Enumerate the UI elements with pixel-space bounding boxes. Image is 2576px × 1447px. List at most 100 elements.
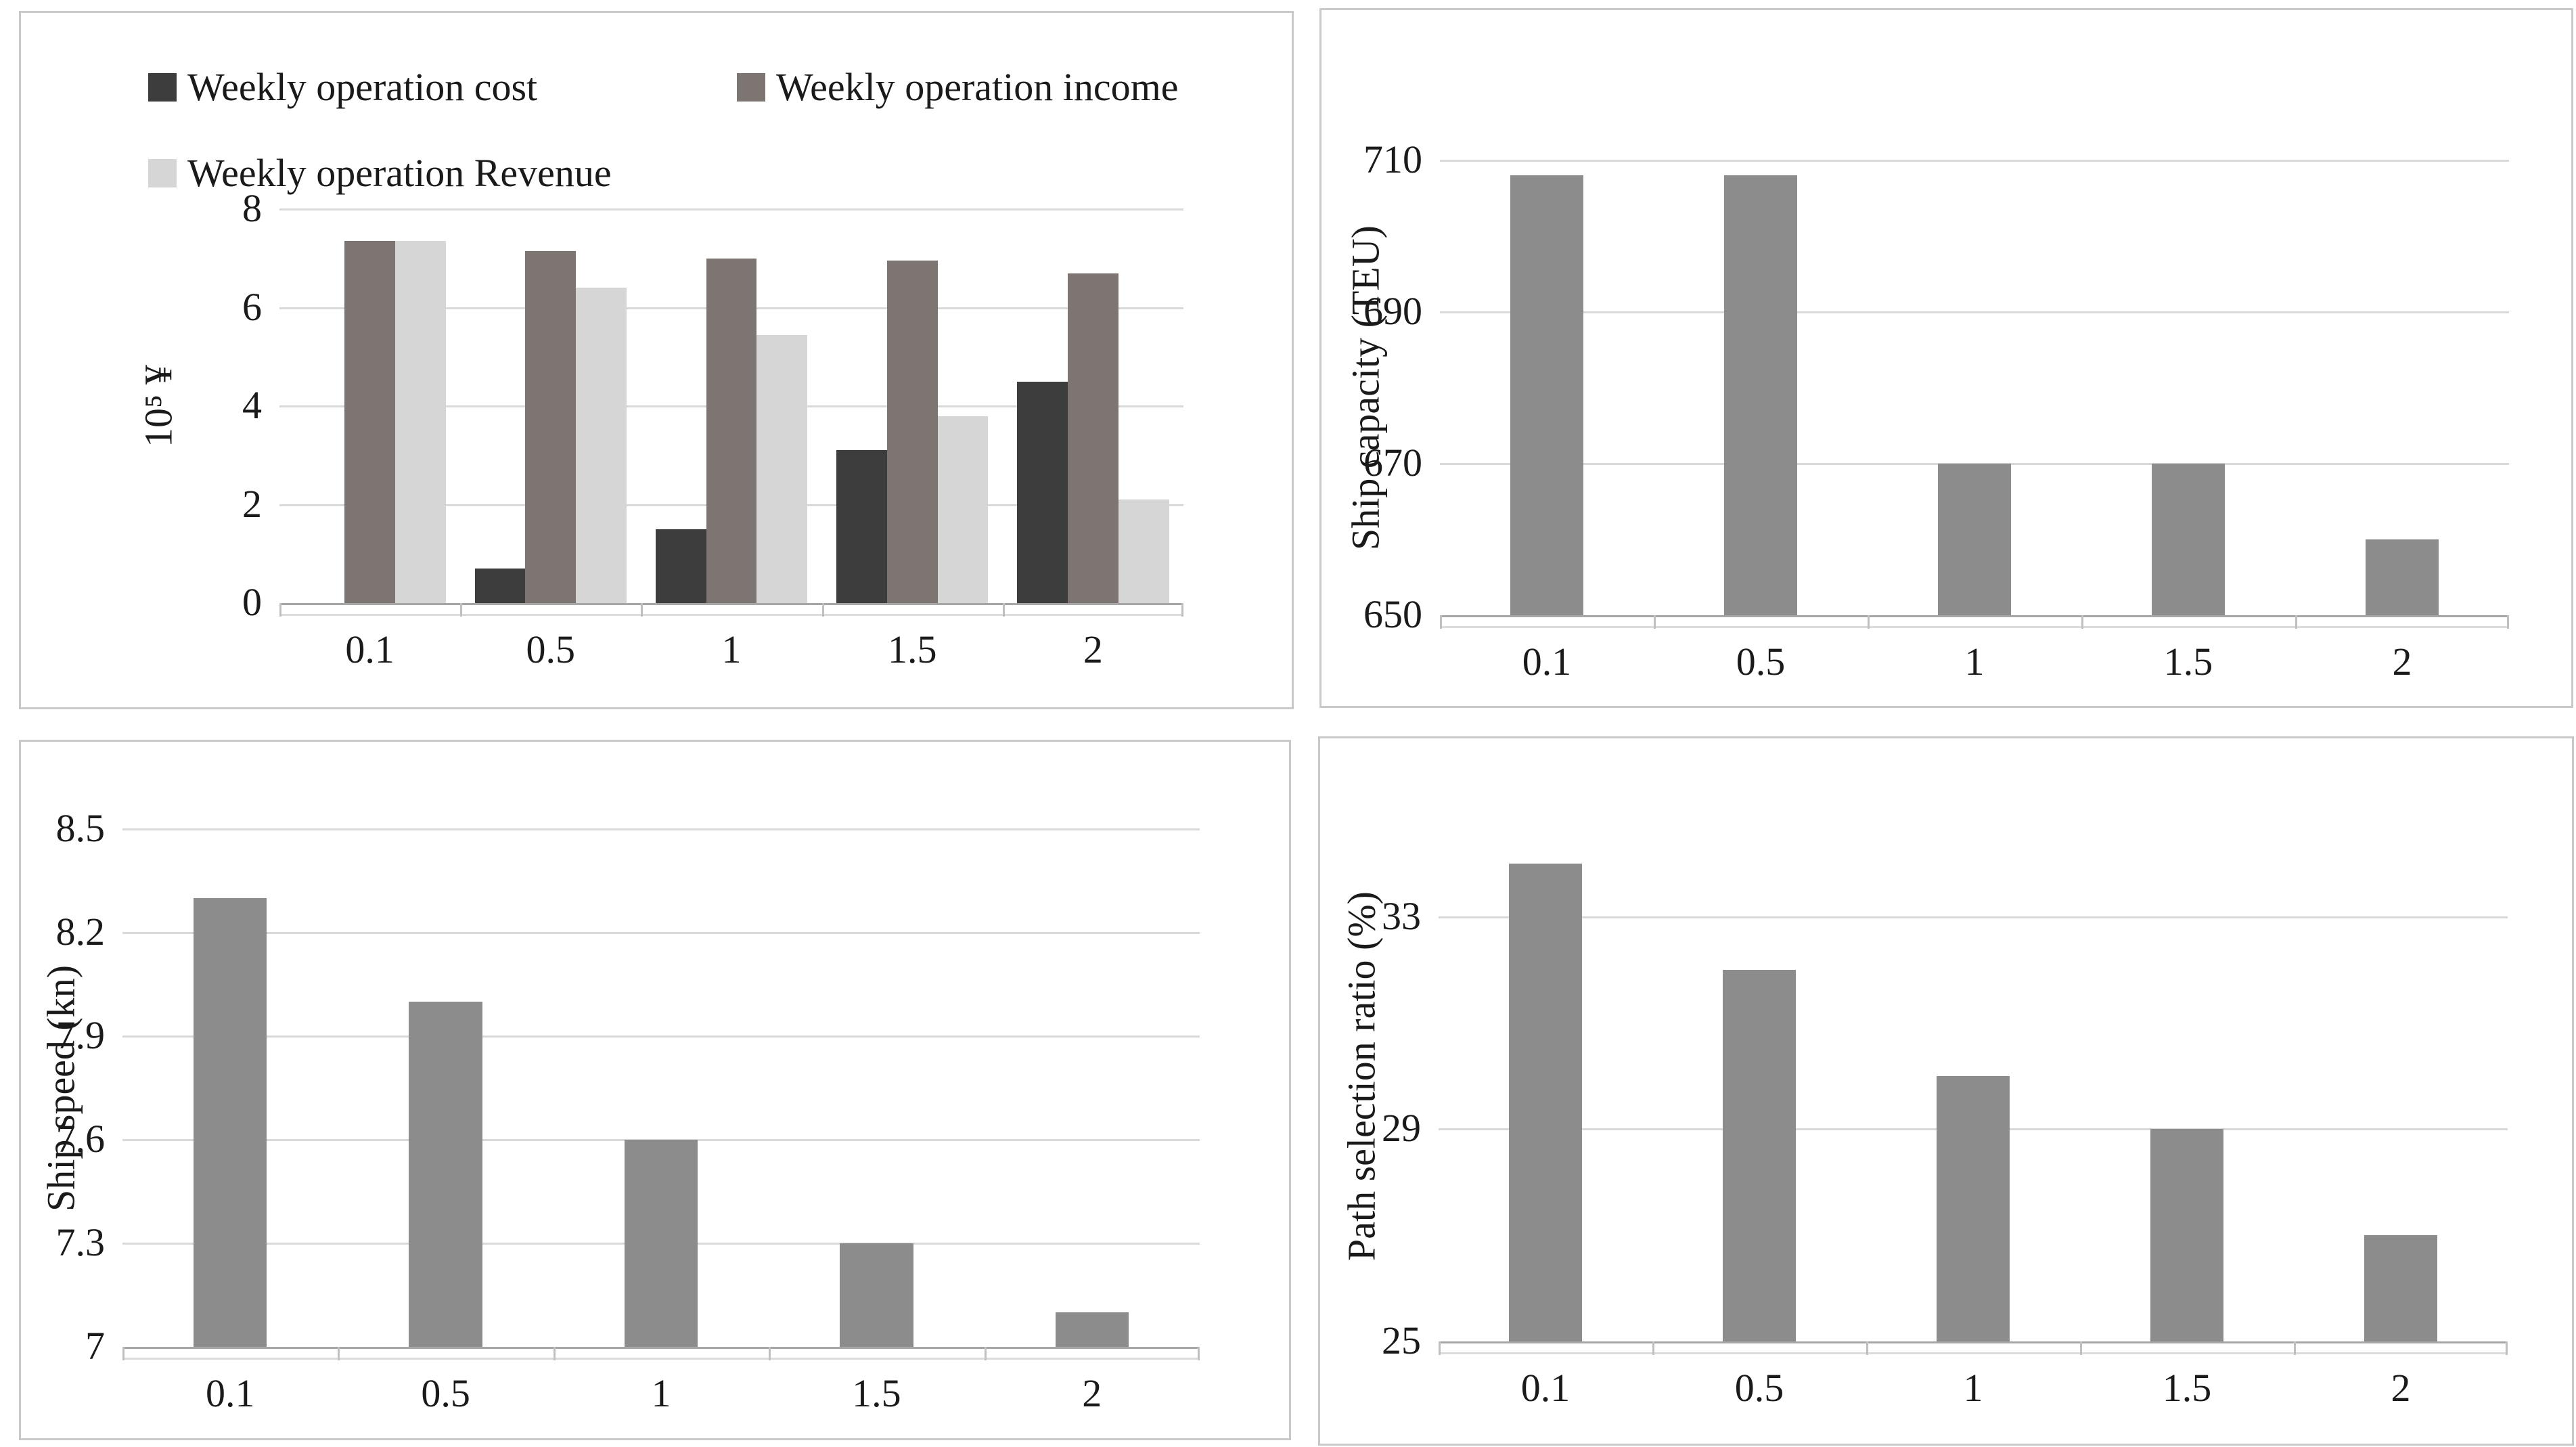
x-tick-label: 1.5 <box>852 1371 901 1415</box>
x-tick-label: 0.1 <box>1522 640 1572 684</box>
legend-item-cost: Weekly operation cost <box>148 66 537 109</box>
bar <box>756 334 808 603</box>
x-axis-tick <box>2081 615 2083 629</box>
x-axis-tick <box>122 1347 125 1360</box>
bar <box>1938 464 2011 615</box>
bar <box>1510 175 1583 615</box>
x-axis-tick <box>1439 1341 1441 1355</box>
legend-swatch-income <box>737 73 765 102</box>
gridline <box>122 828 1200 830</box>
legend-item-income: Weekly operation income <box>737 66 1178 109</box>
panel-weekly-operation: Weekly operation cost Weekly operation i… <box>19 11 1294 709</box>
bar <box>655 529 706 603</box>
x-tick-label: 1 <box>651 1371 671 1415</box>
legend-label-income: Weekly operation income <box>776 65 1179 109</box>
plot-area-ship-speed: 7 7.3 7.6 7.9 8.2 8.5 0.1 0.5 1 1.5 2 <box>56 806 1200 1415</box>
bar <box>937 416 989 603</box>
legend-label-cost: Weekly operation cost <box>187 65 538 109</box>
x-axis-tick <box>1654 615 1656 629</box>
y-tick-label: 650 <box>1363 592 1422 636</box>
bar <box>1723 970 1796 1341</box>
bar <box>576 288 627 603</box>
x-tick-label: 0.1 <box>1520 1366 1571 1410</box>
x-tick-label: 0.1 <box>345 627 394 671</box>
y-tick-label: 33 <box>1382 893 1421 938</box>
plot-area-path-selection: 25 29 33 0.1 0.5 1 1.5 2 <box>1382 811 2508 1410</box>
y-tick-label: 0 <box>242 580 262 624</box>
y-tick-label: 7.3 <box>55 1220 106 1264</box>
x-tick-label: 1.5 <box>2162 1366 2212 1410</box>
legend-swatch-revenue <box>148 159 177 187</box>
x-tick-label: 0.5 <box>421 1371 470 1415</box>
bar <box>624 1140 698 1347</box>
y-axis-title: Path selection ratio (%) <box>1339 891 1384 1261</box>
bar <box>886 261 938 603</box>
x-axis-tick <box>1198 1347 1200 1360</box>
x-axis-band <box>122 1347 1200 1360</box>
bar <box>395 241 446 603</box>
x-axis-tick <box>460 603 463 617</box>
bar <box>1055 1312 1129 1347</box>
y-tick-label: 8 <box>242 186 262 230</box>
gridline <box>1440 311 2509 313</box>
bar <box>1724 175 1797 615</box>
x-axis-tick <box>2506 1341 2508 1355</box>
bar <box>1118 499 1169 603</box>
bar <box>344 241 395 603</box>
x-axis-tick <box>1866 1341 1868 1355</box>
x-tick-label: 2 <box>2391 1366 2411 1410</box>
gridline <box>279 208 1183 210</box>
y-tick-label: 710 <box>1363 137 1422 181</box>
bar <box>2152 464 2225 615</box>
y-tick-label: 6 <box>242 284 262 329</box>
x-axis-tick <box>821 603 824 617</box>
x-axis-tick <box>984 1347 987 1360</box>
x-axis-tick <box>769 1347 771 1360</box>
x-tick-label: 1 <box>721 627 742 671</box>
bar <box>1017 381 1068 603</box>
legend-item-revenue: Weekly operation Revenue <box>148 152 612 195</box>
x-tick-label: 0.1 <box>205 1371 255 1415</box>
y-axis-title: Ship speed (kn) <box>39 964 83 1211</box>
y-tick-label: 7 <box>85 1324 105 1368</box>
x-tick-label: 1.5 <box>887 627 937 671</box>
panel-path-selection: Path selection ratio (%) 25 29 33 0.1 0.5 1 1.… <box>1318 736 2574 1446</box>
y-tick-label: 8.2 <box>55 910 106 954</box>
x-axis-tick <box>641 603 643 617</box>
x-axis-tick <box>553 1347 556 1360</box>
bar <box>1067 273 1118 603</box>
x-axis-tick <box>2295 615 2297 629</box>
legend-label-revenue: Weekly operation Revenue <box>187 151 612 195</box>
y-tick-label: 690 <box>1363 289 1422 333</box>
x-tick-label: 1.5 <box>2163 640 2213 684</box>
x-axis-tick <box>2080 1341 2082 1355</box>
bar <box>836 450 887 603</box>
x-tick-label: 0.5 <box>1734 1366 1784 1410</box>
gridline <box>122 1036 1200 1038</box>
x-axis-band <box>1440 615 2509 628</box>
legend-swatch-cost <box>148 73 177 102</box>
bar <box>2364 1235 2437 1341</box>
gridline <box>122 932 1200 934</box>
bar <box>1509 864 1582 1341</box>
panel-ship-speed: Ship speed (kn) 7 7.3 7.6 7.9 8.2 8.5 0.1 0.5 1 1… <box>19 740 1291 1440</box>
x-tick-label: 2 <box>1083 627 1103 671</box>
x-axis-tick <box>1868 615 1870 629</box>
x-axis-tick <box>1181 603 1183 617</box>
gridline <box>1440 160 2509 162</box>
x-axis-band <box>279 603 1183 616</box>
y-tick-label: 2 <box>242 481 262 526</box>
panel-ship-capacity: Ship capacity (TEU) 650 670 690 710 0.1 0.5 1 1… <box>1319 8 2573 708</box>
bar <box>2366 539 2439 615</box>
y-tick-label: 8.5 <box>55 806 106 850</box>
x-axis-band <box>1439 1341 2508 1354</box>
x-axis-tick <box>1002 603 1005 617</box>
x-tick-label: 0.5 <box>526 627 576 671</box>
gridline <box>1439 916 2508 918</box>
x-axis-tick <box>279 603 281 617</box>
x-axis-tick <box>338 1347 340 1360</box>
bar <box>409 1002 482 1347</box>
bar <box>474 569 526 603</box>
bar <box>194 898 267 1347</box>
x-tick-label: 1 <box>1963 1366 1983 1410</box>
